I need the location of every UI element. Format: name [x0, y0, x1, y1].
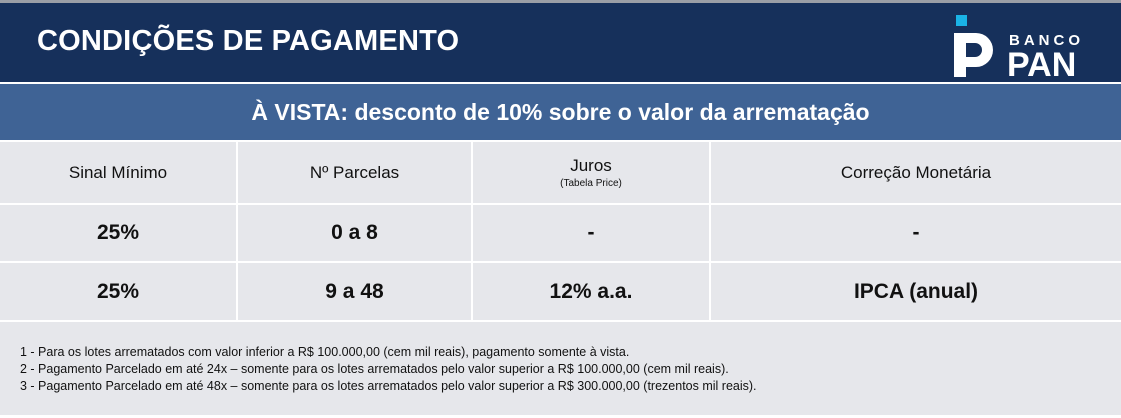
table-cell: IPCA (anual) — [711, 263, 1121, 320]
cell-value: - — [912, 221, 920, 244]
column-sublabel: (Tabela Price) — [560, 178, 622, 189]
footnote: 1 - Para os lotes arrematados com valor … — [20, 345, 630, 359]
svg-text:BANCO: BANCO — [1009, 32, 1084, 49]
footnote: 2 - Pagamento Parcelado em até 24x – som… — [20, 362, 729, 376]
cell-value: 0 a 8 — [331, 221, 378, 244]
top-border — [0, 0, 1121, 3]
page-title: CONDIÇÕES DE PAGAMENTO — [37, 25, 460, 57]
table-cell: 0 a 8 — [238, 205, 471, 261]
column-header: Correção Monetária — [711, 142, 1121, 203]
table-cell: 9 a 48 — [238, 263, 471, 320]
table-cell: 12% a.a. — [473, 263, 709, 320]
column-label: Juros — [570, 156, 612, 175]
footnote: 3 - Pagamento Parcelado em até 48x – som… — [20, 379, 757, 393]
column-header: Nº Parcelas — [238, 142, 471, 203]
banco-pan-logo: BANCO PAN — [954, 15, 1084, 81]
column-label: Nº Parcelas — [309, 162, 400, 182]
svg-text:PAN: PAN — [1007, 46, 1076, 81]
header: CONDIÇÕES DE PAGAMENTO BANCO PAN — [0, 3, 1121, 82]
cell-value: 9 a 48 — [325, 279, 384, 303]
cell-value: 12% a.a. — [549, 279, 633, 303]
table-cell: 25% — [0, 263, 236, 320]
column-header: Sinal Mínimo — [0, 142, 236, 203]
cell-value: 25% — [96, 221, 140, 244]
column-header: Juros (Tabela Price) — [473, 142, 709, 203]
cell-value: IPCA (anual) — [853, 279, 979, 303]
cell-value: 25% — [96, 279, 140, 303]
column-label: Sinal Mínimo — [68, 162, 168, 182]
table-cell: 25% — [0, 205, 236, 261]
table-cell: - — [711, 205, 1121, 261]
column-label: Correção Monetária — [840, 162, 992, 182]
footnotes: 1 - Para os lotes arrematados com valor … — [0, 322, 1121, 415]
cell-value: - — [587, 221, 595, 244]
table-cell: - — [473, 205, 709, 261]
cash-discount-banner: À VISTA: desconto de 10% sobre o valor d… — [0, 84, 1121, 140]
